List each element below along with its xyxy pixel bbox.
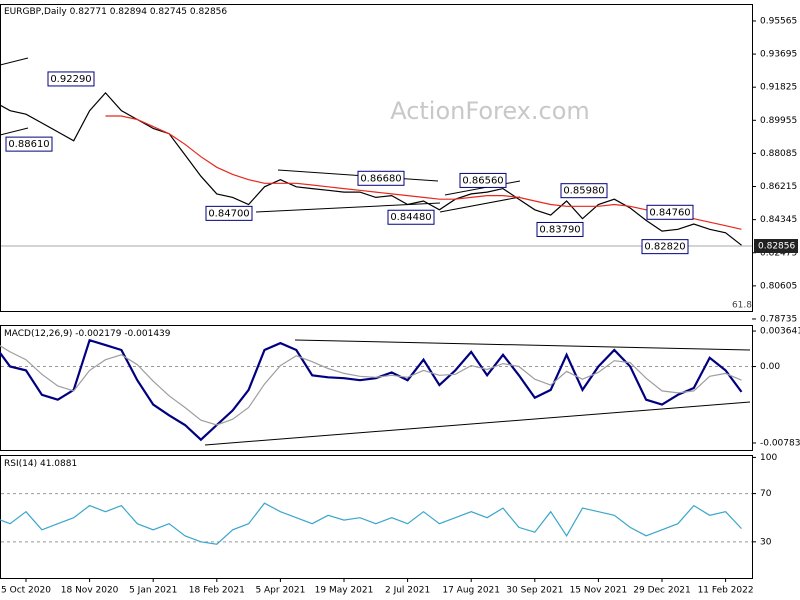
annotation-box: [5, 136, 53, 152]
annotation-label: 0.86680: [360, 173, 401, 184]
trendline: [294, 339, 751, 351]
watermark: ActionForex.com: [390, 97, 590, 125]
series-line: [0, 345, 742, 426]
fib-label: 61.8: [732, 301, 752, 311]
trendline: [204, 401, 751, 446]
ohlc: 0.82856: [190, 7, 227, 17]
annotation-box: [646, 204, 694, 220]
y-tick-label: 0.78735: [760, 314, 797, 324]
price-panel: [0, 4, 753, 312]
y-tick-label: 30: [760, 537, 772, 547]
x-tick-label: 29 Dec 2021: [633, 586, 691, 596]
annotation-box: [357, 170, 405, 186]
series-line: [0, 91, 742, 246]
x-tick-label: 17 Aug 2021: [442, 586, 500, 596]
annotation-box: [459, 172, 507, 188]
rsi-header: RSI(14) 41.0881: [4, 459, 77, 469]
x-tick-label: 5 Oct 2020: [1, 586, 51, 596]
x-tick-label: 2 Jul 2021: [385, 586, 430, 596]
annotation-box: [536, 221, 584, 237]
y-tick-label: 0.80605: [760, 281, 797, 291]
macd-header: MACD(12,26,9) -0.002179 -0.001439: [4, 329, 171, 339]
y-tick-label: 0.91825: [760, 83, 797, 93]
title: RSI(14): [4, 459, 37, 469]
annotation-box: [387, 209, 435, 225]
x-tick-label: 18 Feb 2021: [189, 586, 245, 596]
y-tick-label: 0.82475: [760, 248, 797, 258]
trendline: [0, 57, 29, 66]
annotation-label: 0.85980: [563, 186, 604, 197]
symbol: EURGBP,Daily: [4, 7, 67, 17]
trendline: [439, 196, 521, 213]
annotation-box: [205, 205, 253, 221]
annotation-label: 0.84480: [390, 212, 431, 223]
last-price-box: [754, 239, 798, 254]
y-tick-label: -0.007839: [760, 438, 800, 448]
series-line: [0, 502, 742, 545]
annotation-box: [560, 183, 608, 199]
value: 41.0881: [40, 459, 77, 469]
annotation-label: 0.84700: [208, 208, 249, 219]
y-tick-label: 0.95565: [760, 16, 797, 26]
series-line: [105, 115, 742, 230]
series-line: [0, 338, 743, 442]
annotation-label: 0.92290: [50, 74, 91, 85]
annotation-label: 0.84760: [649, 207, 690, 218]
annotation-label: 0.82820: [644, 242, 685, 253]
x-tick-label: 11 Feb 2022: [698, 586, 754, 596]
y-tick-label: 70: [760, 489, 772, 499]
rsi-panel: [0, 455, 753, 579]
x-tick-label: 19 May 2021: [315, 586, 374, 596]
annotation-label: 0.86560: [462, 175, 503, 186]
y-tick-label: 0.003641: [760, 327, 800, 337]
x-tick-label: 5 Apr 2021: [255, 586, 305, 596]
ohlc: 0.82894: [110, 7, 147, 17]
annotation-label: 0.88610: [8, 139, 49, 150]
ohlc: 0.82745: [150, 7, 187, 17]
annotation-box: [641, 239, 689, 255]
title: MACD(12,26,9): [4, 329, 72, 339]
trendline: [0, 127, 29, 136]
ohlc: 0.82771: [70, 7, 107, 17]
y-tick-label: 0.00: [760, 362, 780, 372]
annotation-box: [47, 71, 95, 87]
last-price-label: 0.82856: [758, 242, 795, 252]
y-tick-label: 0.89955: [760, 116, 797, 126]
annotation-label: 0.83790: [539, 224, 580, 235]
x-tick-label: 15 Nov 2021: [570, 586, 628, 596]
x-tick-label: 18 Nov 2020: [61, 586, 119, 596]
value: -0.001439: [124, 329, 170, 339]
value: -0.002179: [75, 329, 121, 339]
macd-panel: [0, 325, 753, 451]
y-tick-label: 0.84345: [760, 215, 797, 225]
price-header: EURGBP,Daily 0.82771 0.82894 0.82745 0.8…: [4, 7, 227, 17]
y-tick-label: 0.88085: [760, 149, 797, 159]
y-tick-label: 0.93695: [760, 50, 797, 60]
trendline: [444, 180, 521, 196]
x-tick-label: 5 Jan 2021: [129, 586, 177, 596]
y-tick-label: 0.86215: [760, 182, 797, 192]
y-tick-label: 100: [760, 453, 777, 463]
x-tick-label: 30 Sep 2021: [506, 586, 563, 596]
